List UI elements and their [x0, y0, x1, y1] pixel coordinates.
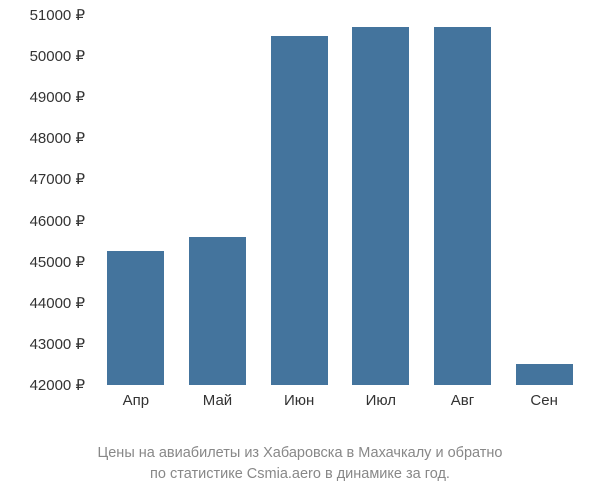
caption-line-2: по статистике Csmia.aero в динамике за г… [150, 466, 450, 482]
y-tick-label: 46000 ₽ [30, 212, 85, 230]
y-tick-label: 44000 ₽ [30, 294, 85, 312]
y-tick-label: 48000 ₽ [30, 129, 85, 147]
x-axis-labels: Апр Май Июн Июл Авг Сен [95, 392, 585, 422]
bar [352, 27, 409, 385]
plot-area [95, 15, 585, 385]
bar [107, 251, 164, 385]
x-tick-label: Июл [366, 392, 396, 409]
x-tick-label: Май [203, 392, 232, 409]
x-tick-label: Сен [530, 392, 557, 409]
y-tick-label: 42000 ₽ [30, 376, 85, 394]
y-tick-label: 45000 ₽ [30, 253, 85, 271]
bar [516, 364, 573, 385]
chart-caption: Цены на авиабилеты из Хабаровска в Махач… [0, 443, 600, 485]
y-tick-label: 50000 ₽ [30, 47, 85, 65]
y-tick-label: 51000 ₽ [30, 6, 85, 24]
y-tick-label: 49000 ₽ [30, 88, 85, 106]
x-tick-label: Авг [451, 392, 474, 409]
caption-line-1: Цены на авиабилеты из Хабаровска в Махач… [98, 445, 503, 461]
x-tick-label: Июн [284, 392, 314, 409]
price-chart: 42000 ₽ 43000 ₽ 44000 ₽ 45000 ₽ 46000 ₽ 47000… [10, 10, 590, 430]
y-axis-labels: 42000 ₽43000 ₽44000 ₽45000 ₽46000 ₽47000… [10, 15, 90, 385]
y-tick-label: 43000 ₽ [30, 335, 85, 353]
bar [434, 27, 491, 385]
y-tick-label: 47000 ₽ [30, 170, 85, 188]
x-tick-label: Апр [123, 392, 149, 409]
bar [271, 36, 328, 385]
bar [189, 237, 246, 385]
